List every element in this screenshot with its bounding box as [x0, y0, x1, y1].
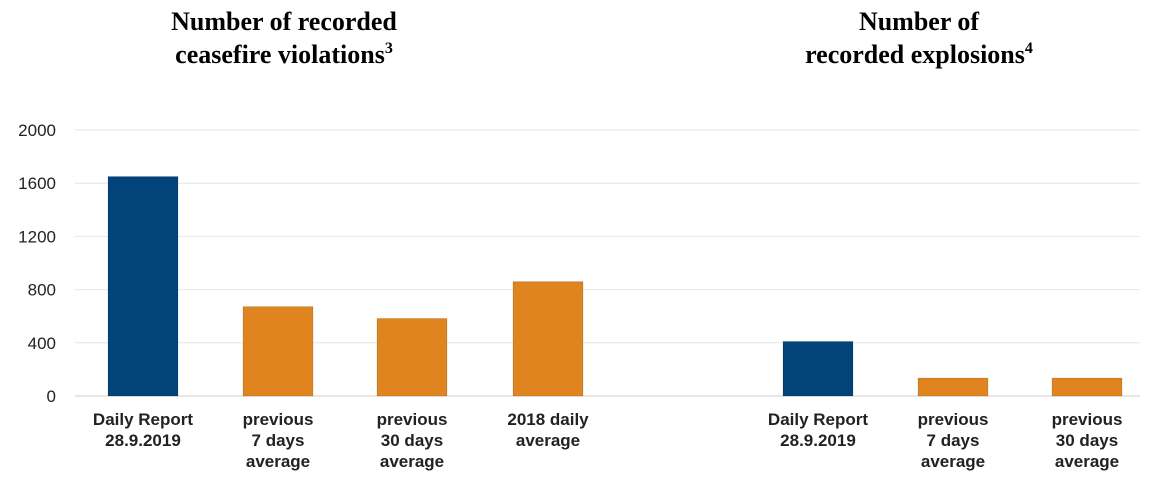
category-label: Daily Report 28.9.2019 [768, 410, 868, 450]
title-footnote-marker: 4 [1025, 40, 1033, 57]
y-tick-label: 1600 [18, 174, 56, 193]
category-labels: Daily Report 28.9.2019 previous 7 days avera… [93, 410, 1123, 471]
y-tick-label: 800 [28, 281, 56, 300]
chart-title-line: Number of [859, 7, 979, 36]
chart-title-line: ceasefire violations3 [175, 40, 393, 69]
y-tick-label: 400 [28, 334, 56, 353]
bars [107, 176, 1123, 397]
chart-title-line: Number of recorded [171, 7, 397, 36]
category-label: previous 30 days average [1052, 410, 1123, 471]
category-label: Daily Report 28.9.2019 [93, 410, 193, 450]
y-axis-ticks: 0 400 800 1200 1600 2000 [18, 121, 56, 406]
bar [782, 340, 854, 397]
y-tick-label: 1200 [18, 227, 56, 246]
bar [107, 176, 179, 397]
y-tick-label: 0 [47, 387, 56, 406]
category-label: previous 30 days average [377, 410, 448, 471]
gridlines [75, 129, 1140, 397]
bar [512, 281, 584, 397]
bar [1051, 377, 1123, 397]
category-label: 2018 daily average [507, 410, 589, 450]
chart-titles: Number of recorded ceasefire violations3 N… [171, 7, 1033, 69]
category-label: previous 7 days average [243, 410, 314, 471]
bar [376, 317, 448, 397]
bar [917, 377, 989, 397]
category-label: previous 7 days average [918, 410, 989, 471]
bar [242, 306, 314, 397]
chart-title-line: recorded explosions4 [805, 40, 1033, 69]
y-tick-label: 2000 [18, 121, 56, 140]
title-footnote-marker: 3 [385, 40, 393, 57]
